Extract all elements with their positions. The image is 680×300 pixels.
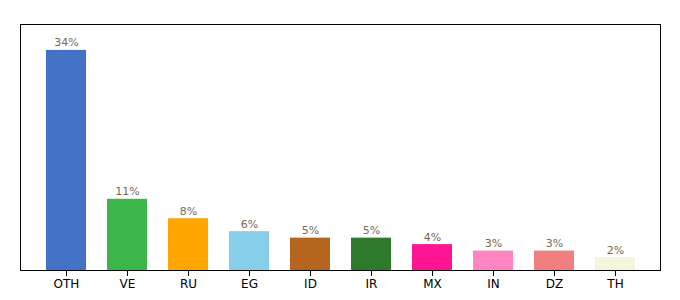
svg-text:6%: 6% <box>241 218 258 231</box>
svg-text:MX: MX <box>423 277 442 291</box>
svg-text:4%: 4% <box>424 231 441 244</box>
svg-text:EG: EG <box>241 277 258 291</box>
svg-text:VE: VE <box>120 277 136 291</box>
svg-text:OTH: OTH <box>54 277 80 291</box>
svg-text:3%: 3% <box>546 237 563 250</box>
svg-text:DZ: DZ <box>546 277 563 291</box>
svg-text:IN: IN <box>487 277 500 291</box>
svg-text:34%: 34% <box>54 36 78 49</box>
svg-text:ID: ID <box>304 277 317 291</box>
svg-text:TH: TH <box>606 277 623 291</box>
svg-text:5%: 5% <box>302 224 319 237</box>
svg-text:11%: 11% <box>115 185 139 198</box>
svg-text:5%: 5% <box>363 224 380 237</box>
svg-text:IR: IR <box>366 277 378 291</box>
svg-text:3%: 3% <box>485 237 502 250</box>
svg-text:2%: 2% <box>607 244 624 257</box>
svg-text:8%: 8% <box>180 205 197 218</box>
svg-text:RU: RU <box>180 277 197 291</box>
